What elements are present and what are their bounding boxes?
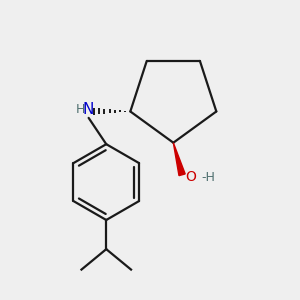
Text: -H: -H [201,171,215,184]
Text: O: O [186,170,196,184]
Text: N: N [83,102,94,117]
Text: H: H [76,103,86,116]
Polygon shape [173,143,185,175]
